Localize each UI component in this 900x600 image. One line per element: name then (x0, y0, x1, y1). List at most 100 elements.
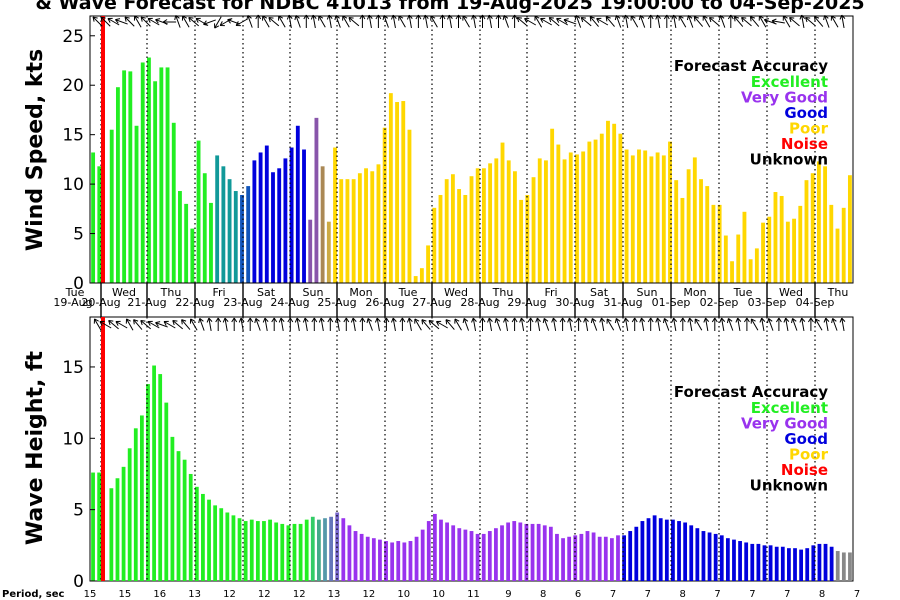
y-tick-label: 0 (73, 572, 84, 592)
bar (347, 525, 352, 581)
direction-arrow (759, 317, 766, 331)
bar (353, 531, 358, 581)
direction-arrow (140, 16, 151, 27)
y-tick-label: 20 (62, 76, 84, 96)
period-value: 7 (854, 589, 860, 600)
direction-arrow (735, 317, 742, 331)
direction-arrow (278, 15, 286, 28)
direction-arrow (719, 317, 726, 331)
day-name: Tue (733, 286, 753, 299)
day-name: Thu (160, 286, 182, 299)
bar (612, 123, 617, 283)
legend-item: Good (784, 430, 828, 448)
bar (525, 194, 530, 283)
bar (475, 168, 480, 283)
direction-arrow (140, 320, 152, 330)
bar (587, 141, 592, 283)
bar (207, 499, 211, 581)
direction-arrow (789, 17, 800, 27)
bar (457, 189, 462, 283)
direction-arrow (181, 15, 190, 28)
direction-arrow (255, 14, 262, 28)
direction-arrow (439, 14, 446, 28)
bar (283, 158, 288, 283)
direction-arrow (219, 18, 232, 27)
direction-arrow (359, 317, 366, 331)
bar (109, 129, 114, 283)
legend-item: Noise (781, 135, 828, 153)
direction-arrow (791, 318, 798, 331)
bar (544, 160, 548, 283)
bar (153, 81, 158, 284)
direction-arrow (647, 317, 654, 331)
bar (122, 70, 127, 283)
direction-arrow (694, 318, 703, 331)
bar (519, 199, 524, 283)
direction-arrow (743, 317, 750, 331)
direction-arrow (115, 320, 128, 329)
bar (439, 519, 443, 581)
bar (97, 166, 102, 283)
direction-arrow (181, 319, 191, 330)
direction-arrow (174, 15, 181, 28)
day-name: Wed (779, 286, 803, 299)
bar (550, 128, 555, 283)
bar (537, 158, 542, 283)
direction-arrow (589, 16, 599, 27)
bar (835, 551, 840, 581)
direction-arrow (556, 17, 569, 26)
direction-arrow (125, 318, 134, 331)
direction-arrow (750, 318, 759, 331)
date-label: 31-Aug (603, 296, 642, 309)
direction-arrow (663, 14, 670, 28)
bar (171, 122, 176, 283)
bar (518, 522, 523, 581)
bar (134, 125, 139, 284)
day-name: Thu (492, 286, 514, 299)
bar (506, 522, 511, 581)
direction-arrow (271, 317, 278, 331)
bar (750, 543, 755, 581)
direction-arrow (294, 15, 301, 28)
direction-arrow (494, 318, 502, 331)
bar (500, 142, 505, 283)
date-label: 01-Sep (652, 296, 691, 309)
bar (170, 436, 175, 581)
bar (240, 194, 244, 283)
period-value: 10 (432, 589, 445, 600)
date-label: 22-Aug (175, 296, 214, 309)
date-label: 03-Sep (748, 296, 787, 309)
day-name: Sat (590, 286, 609, 299)
period-label: Period, sec (2, 589, 65, 600)
bar (680, 197, 685, 283)
bar (599, 133, 604, 283)
bar (463, 529, 468, 581)
direction-arrow (108, 320, 119, 330)
direction-arrow (421, 319, 431, 330)
direction-arrow (195, 17, 208, 26)
direction-arrow (741, 17, 752, 27)
direction-arrow (366, 318, 373, 331)
bar (616, 535, 620, 581)
y-tick-label: 5 (73, 501, 84, 521)
direction-arrow (487, 14, 493, 28)
legend-item: Excellent (751, 399, 828, 417)
direction-arrow (605, 16, 615, 27)
bar (823, 166, 828, 283)
direction-arrow (99, 320, 112, 329)
bar (345, 179, 350, 283)
direction-arrow (115, 18, 128, 25)
day-name: Fri (544, 286, 557, 299)
direction-arrow (246, 15, 253, 28)
day-name: Sun (637, 286, 658, 299)
bar (395, 102, 399, 283)
bar (295, 125, 300, 284)
bar (488, 163, 493, 283)
bar (847, 175, 852, 283)
bar (683, 522, 688, 581)
period-value: 6 (575, 589, 581, 600)
bar (184, 203, 189, 283)
bar (91, 152, 96, 283)
date-label: 30-Aug (555, 296, 594, 309)
period-value: 7 (714, 589, 720, 600)
